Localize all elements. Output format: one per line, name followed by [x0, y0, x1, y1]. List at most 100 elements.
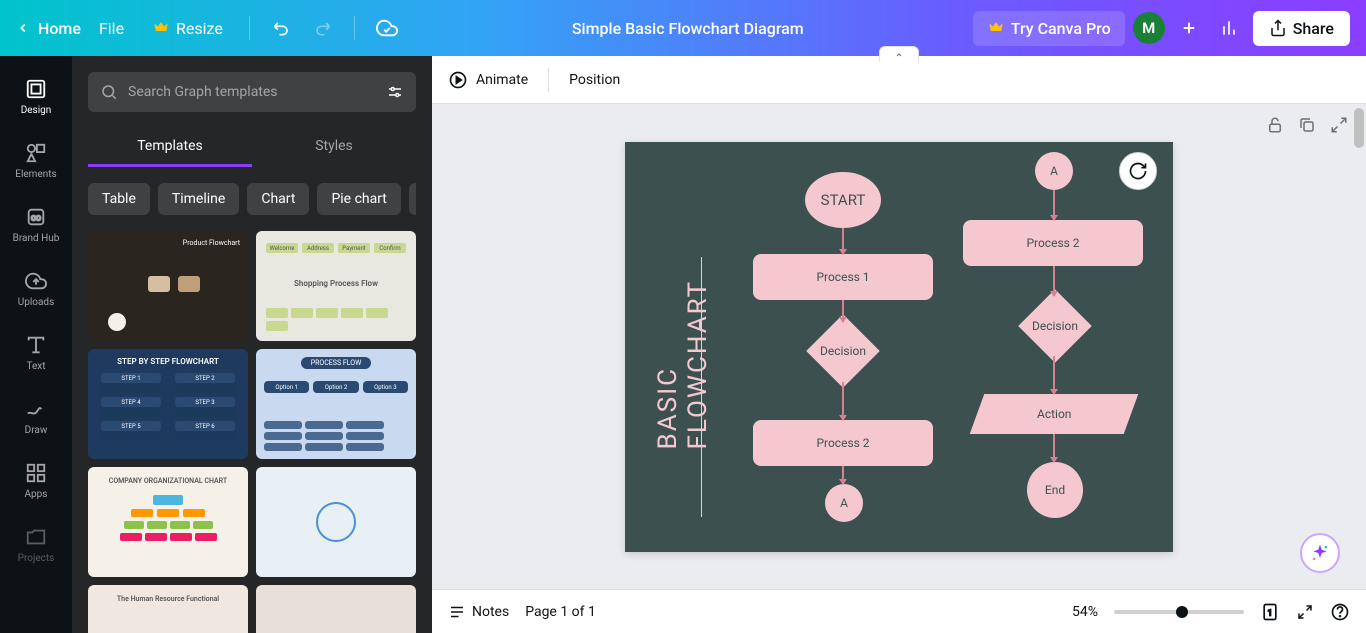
flowchart-left-p1[interactable]: Process 1 [753, 254, 933, 300]
elements-icon [24, 141, 48, 165]
nav-text[interactable]: Text [0, 320, 72, 384]
magic-button[interactable] [1300, 533, 1340, 573]
crown-icon [987, 19, 1005, 37]
cloud-sync-button[interactable] [371, 12, 403, 44]
flowchart-left-a[interactable]: A [825, 484, 863, 522]
flowchart-right-a[interactable]: A [1035, 152, 1073, 190]
help-icon [1330, 602, 1350, 622]
redo-button[interactable] [306, 12, 338, 44]
chip-more[interactable]: F [409, 183, 416, 215]
resize-button[interactable]: Resize [142, 13, 233, 44]
shape-label: Process 1 [816, 270, 869, 284]
tpl-label: COMPANY ORGANIZATIONAL CHART [88, 477, 248, 485]
nav-elements[interactable]: Elements [0, 128, 72, 192]
notes-button[interactable]: Notes [448, 603, 509, 621]
separator [249, 16, 250, 40]
search-icon [100, 83, 118, 101]
scroll-thumb[interactable] [1354, 108, 1364, 148]
nav-label: Projects [18, 553, 55, 564]
template-thumb[interactable]: Product Flowchart [88, 231, 248, 341]
chip-timeline[interactable]: Timeline [158, 183, 239, 215]
nav-uploads[interactable]: Uploads [0, 256, 72, 320]
template-thumb[interactable] [256, 467, 416, 577]
flowchart-arrow-l2[interactable] [842, 382, 844, 420]
filter-icon[interactable] [386, 83, 404, 101]
flowchart-title[interactable]: BASIC FLOWCHART [653, 244, 713, 449]
position-label: Position [569, 72, 620, 88]
try-pro-button[interactable]: Try Canva Pro [973, 11, 1125, 46]
ai-suggestions-button[interactable] [1119, 152, 1157, 190]
undo-button[interactable] [266, 12, 298, 44]
zoom-percent[interactable]: 54% [1072, 604, 1098, 620]
file-menu[interactable]: File [89, 13, 134, 44]
flowchart-arrow-r2[interactable] [1053, 356, 1055, 394]
nav-label: Uploads [18, 297, 54, 308]
flowchart-left-start[interactable]: START [805, 172, 881, 228]
flowchart-right-end[interactable]: End [1027, 462, 1083, 518]
shape-label: A [1050, 164, 1058, 178]
shape-label: Decision [820, 344, 866, 358]
tab-templates[interactable]: Templates [88, 128, 252, 167]
fullscreen-button[interactable] [1296, 603, 1314, 621]
resize-label: Resize [176, 19, 223, 38]
flowchart-arrow-l0[interactable] [842, 228, 844, 254]
zoom-thumb[interactable] [1176, 606, 1188, 618]
flowchart-right-d[interactable]: Decision [1018, 289, 1092, 363]
nav-draw[interactable]: Draw [0, 384, 72, 448]
doc-title[interactable]: Simple Basic Flowchart Diagram [572, 19, 804, 38]
nav-design[interactable]: Design [0, 64, 72, 128]
template-thumb[interactable]: WelcomeAddressPaymentConfirm Shopping Pr… [256, 231, 416, 341]
template-thumb[interactable]: The Human Resource Functional [88, 585, 248, 633]
template-thumb[interactable] [256, 585, 416, 633]
separator [354, 16, 355, 40]
template-thumb[interactable]: COMPANY ORGANIZATIONAL CHART [88, 467, 248, 577]
nav-label: Draw [25, 425, 48, 436]
help-button[interactable] [1330, 602, 1350, 622]
home-label: Home [38, 19, 81, 38]
vertical-scrollbar[interactable] [1354, 108, 1364, 585]
page-indicator[interactable]: Page 1 of 1 [525, 604, 596, 620]
canvas-page[interactable]: BASIC FLOWCHART START Process 1 Decision Pr… [625, 142, 1173, 552]
flowchart-right-action[interactable]: Action [970, 394, 1139, 434]
flowchart-arrow-r1[interactable] [1053, 266, 1055, 296]
chip-pie[interactable]: Pie chart [317, 183, 400, 215]
canvas-area: Animate Position BASIC FLOWCHART START Pr… [432, 56, 1366, 633]
crown-icon [152, 19, 170, 37]
nav-apps[interactable]: Apps [0, 448, 72, 512]
nav-brand-hub[interactable]: co Brand Hub [0, 192, 72, 256]
animate-button[interactable]: Animate [448, 70, 528, 90]
home-button[interactable]: Home [16, 19, 81, 38]
page-count-button[interactable]: 1 [1260, 602, 1280, 622]
user-avatar[interactable]: M [1133, 12, 1165, 44]
flowchart-right-p2[interactable]: Process 2 [963, 220, 1143, 266]
template-thumb[interactable]: PROCESS FLOW Option 1Option 2Option 3 [256, 349, 416, 459]
insights-button[interactable] [1213, 12, 1245, 44]
zoom-slider[interactable] [1114, 610, 1244, 614]
flowchart-left-p2[interactable]: Process 2 [753, 420, 933, 466]
share-button[interactable]: Share [1253, 11, 1350, 46]
position-button[interactable]: Position [569, 72, 620, 88]
canvas-center[interactable]: BASIC FLOWCHART START Process 1 Decision Pr… [432, 104, 1366, 589]
projects-icon [24, 525, 48, 549]
uploads-icon [24, 269, 48, 293]
chip-chart[interactable]: Chart [247, 183, 309, 215]
search-input[interactable] [128, 84, 376, 100]
flowchart-arrow-l1[interactable] [842, 300, 844, 322]
design-icon [24, 77, 48, 101]
sparkle-refresh-icon [1128, 161, 1148, 181]
flowchart-left-d1[interactable]: Decision [806, 314, 880, 388]
brand-icon: co [24, 205, 48, 229]
search-box[interactable] [88, 72, 416, 112]
flowchart-arrow-r0[interactable] [1053, 190, 1055, 220]
top-toolbar: Home File Resize Simple Basic Flowchart … [0, 0, 1366, 56]
tab-styles[interactable]: Styles [252, 128, 416, 167]
flowchart-arrow-r3[interactable] [1053, 434, 1055, 462]
tpl-label: The Human Resource Functional [88, 595, 248, 603]
nav-label: Apps [25, 489, 48, 500]
chip-table[interactable]: Table [88, 183, 150, 215]
add-member-button[interactable] [1173, 12, 1205, 44]
template-thumb[interactable]: STEP BY STEP FLOWCHART STEP 1 STEP 2 STE… [88, 349, 248, 459]
page-tray-toggle[interactable] [879, 46, 919, 62]
flowchart-arrow-l3[interactable] [842, 466, 844, 484]
nav-projects[interactable]: Projects [0, 512, 72, 576]
